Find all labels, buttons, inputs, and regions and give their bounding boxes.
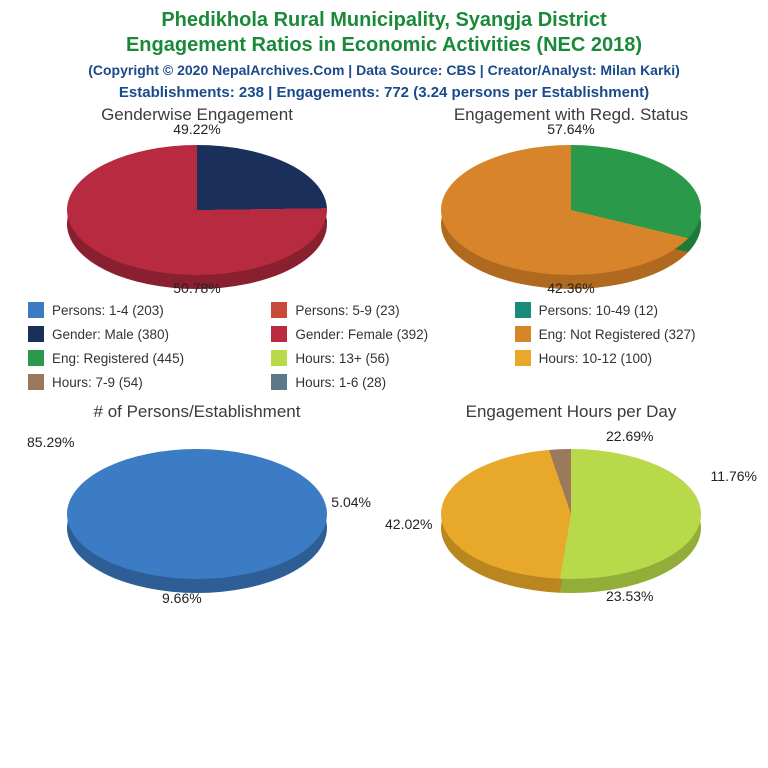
regd-label-reg: 57.64% (547, 121, 594, 137)
persons-pie (67, 449, 327, 579)
legend-swatch (28, 374, 44, 390)
legend-label: Hours: 7-9 (54) (52, 375, 143, 390)
persons-label-1-4: 85.29% (27, 434, 74, 450)
persons-pie-wrap: 85.29% 9.66% 5.04% (17, 424, 377, 604)
gender-label-female: 50.78% (173, 280, 220, 296)
gender-pie-wrap: 49.22% 50.78% (17, 127, 377, 292)
legend-swatch (271, 350, 287, 366)
persons-chart: # of Persons/Establishment 85.29% 9.66% … (17, 402, 377, 604)
gender-pie (67, 145, 327, 275)
bottom-charts-row: # of Persons/Establishment 85.29% 9.66% … (0, 396, 768, 604)
regd-chart: Engagement with Regd. Status 57.64% 42.3… (391, 105, 751, 292)
legend-label: Persons: 5-9 (23) (295, 303, 399, 318)
persons-label-5-9: 9.66% (162, 590, 202, 606)
copyright-line: (Copyright © 2020 NepalArchives.Com | Da… (10, 62, 758, 78)
hours-label-7-9: 22.69% (606, 428, 653, 444)
top-charts-row: Genderwise Engagement 49.22% 50.78% Enga… (0, 105, 768, 292)
header-block: Phedikhola Rural Municipality, Syangja D… (0, 0, 768, 105)
legend-swatch (28, 350, 44, 366)
legend-label: Persons: 1-4 (203) (52, 303, 164, 318)
persons-chart-title: # of Persons/Establishment (17, 402, 377, 422)
legend-item: Persons: 10-49 (12) (515, 302, 740, 318)
hours-pie-wrap: 23.53% 42.02% 22.69% 11.76% (391, 424, 751, 604)
legend-item: Persons: 5-9 (23) (271, 302, 496, 318)
legend: Persons: 1-4 (203) Persons: 5-9 (23) Perso… (0, 292, 768, 396)
main-title: Phedikhola Rural Municipality, Syangja D… (10, 8, 758, 58)
legend-item: Hours: 7-9 (54) (28, 374, 253, 390)
hours-label-1-6: 11.76% (711, 468, 757, 484)
legend-label: Hours: 13+ (56) (295, 351, 389, 366)
pie-face (441, 449, 701, 579)
legend-swatch (271, 302, 287, 318)
legend-swatch (515, 302, 531, 318)
hours-label-13p: 23.53% (606, 588, 653, 604)
pie-face (441, 145, 701, 275)
legend-swatch (28, 302, 44, 318)
legend-swatch (28, 326, 44, 342)
gender-chart: Genderwise Engagement 49.22% 50.78% (17, 105, 377, 292)
legend-label: Hours: 10-12 (100) (539, 351, 652, 366)
title-line1: Phedikhola Rural Municipality, Syangja D… (161, 9, 606, 31)
title-line2: Engagement Ratios in Economic Activities… (126, 34, 642, 56)
legend-item: Eng: Registered (445) (28, 350, 253, 366)
legend-item: Eng: Not Registered (327) (515, 326, 740, 342)
stats-line: Establishments: 238 | Engagements: 772 (… (10, 84, 758, 101)
legend-label: Hours: 1-6 (28) (295, 375, 386, 390)
hours-chart-title: Engagement Hours per Day (391, 402, 751, 422)
legend-label: Eng: Not Registered (327) (539, 327, 696, 342)
regd-pie (441, 145, 701, 275)
hours-chart: Engagement Hours per Day 23.53% 42.02% 2… (391, 402, 751, 604)
legend-swatch (271, 326, 287, 342)
legend-label: Gender: Male (380) (52, 327, 169, 342)
pie-face (67, 449, 327, 579)
legend-item: Hours: 1-6 (28) (271, 374, 496, 390)
legend-label: Eng: Registered (445) (52, 351, 184, 366)
legend-item: Gender: Male (380) (28, 326, 253, 342)
legend-swatch (515, 350, 531, 366)
legend-swatch (515, 326, 531, 342)
legend-swatch (271, 374, 287, 390)
regd-pie-wrap: 57.64% 42.36% (391, 127, 751, 292)
legend-label: Persons: 10-49 (12) (539, 303, 658, 318)
gender-label-male: 49.22% (173, 121, 220, 137)
legend-label: Gender: Female (392) (295, 327, 428, 342)
pie-face (67, 145, 327, 275)
persons-label-10-49: 5.04% (331, 494, 371, 510)
regd-label-notreg: 42.36% (547, 280, 594, 296)
hours-pie (441, 449, 701, 579)
hours-label-10-12: 42.02% (385, 516, 432, 532)
legend-item: Persons: 1-4 (203) (28, 302, 253, 318)
legend-item: Hours: 13+ (56) (271, 350, 496, 366)
legend-item: Hours: 10-12 (100) (515, 350, 740, 366)
legend-item: Gender: Female (392) (271, 326, 496, 342)
